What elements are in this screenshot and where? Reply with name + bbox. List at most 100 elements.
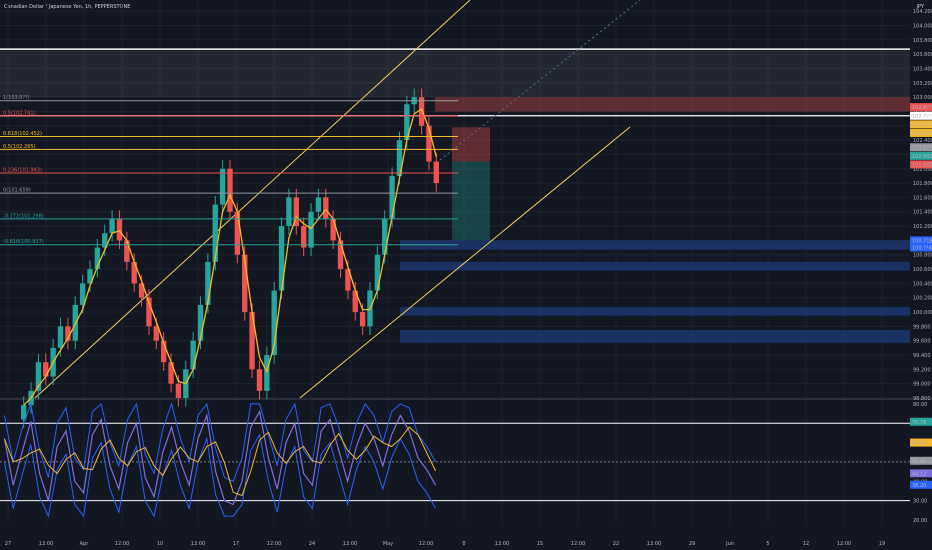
candle-body (168, 362, 174, 384)
candle-body (87, 269, 93, 284)
candle-body (359, 312, 366, 327)
price-badge-label: 102.5?? (912, 122, 932, 128)
fib-levels: 1(103.0??) 0.5(102.741) 0.618(102.452) 0.5(… (0, 95, 458, 246)
range-box (0, 50, 910, 98)
candle-body (352, 290, 358, 313)
candle-body (242, 254, 248, 313)
rsi-line (3, 409, 437, 506)
channel-lower (299, 126, 631, 399)
price-tick-label: 101.200 (913, 224, 932, 230)
candle-body (43, 362, 49, 377)
rsi-badge-label: 70.76 (912, 420, 926, 426)
time-tick-label: May (383, 541, 393, 547)
rsi-tick-label: 30.00 (913, 499, 927, 505)
candle-body (337, 240, 344, 270)
price-tick-label: 103.800 (913, 38, 932, 44)
candle-body (146, 297, 152, 327)
candle-body (418, 97, 425, 126)
rsi-pane (0, 401, 910, 518)
price-tick-label: 101.400 (913, 210, 932, 216)
candle-body (433, 161, 439, 184)
rsi-badge-label: 60.00 (912, 441, 926, 447)
time-tick-label: 12:00 (647, 541, 661, 547)
price-badge-label: 100.??4 (912, 246, 932, 252)
candle-body (330, 218, 336, 241)
time-tick-label: 15 (537, 541, 543, 547)
price-tick-label: 103.200 (913, 81, 932, 87)
price-tick-label: 104.000 (913, 23, 932, 29)
time-tick-label: 29 (689, 541, 695, 547)
candle-body (138, 283, 145, 298)
candle-body (249, 312, 255, 370)
rsi-signal-line (3, 426, 437, 497)
price-badge (910, 120, 932, 129)
price-badge (910, 143, 932, 152)
symbol-title: Canadian Dollar / Japanese Yen, 1h, PEPP… (4, 4, 131, 10)
candle-body (116, 218, 123, 241)
fib-label: 1(103.0??) (3, 95, 30, 101)
time-tick-label: 12:00 (191, 541, 205, 547)
rsi-badge (910, 438, 932, 447)
take-profit-box (452, 161, 490, 241)
time-tick-label: 10 (157, 541, 163, 547)
candle-body (293, 197, 299, 227)
price-tick-label: 99.000 (913, 382, 931, 388)
price-badge-label: 100.718 (912, 238, 932, 244)
price-tick-label: 103.400 (913, 66, 932, 72)
price-tick-label: 103.000 (913, 95, 932, 101)
rsi-badge-label: 50.60 (912, 459, 926, 465)
price-tick-label: 99.200 (913, 367, 931, 373)
price-tick-label: 98.800 (913, 396, 931, 402)
price-badge (910, 103, 932, 112)
candle-body (57, 326, 64, 348)
price-tick-label: 103.600 (913, 52, 932, 58)
rsi-tick-label: 80.00 (913, 402, 927, 408)
rsi-badge-label: 44.12 (912, 471, 926, 477)
candle-body (79, 283, 86, 305)
zones (0, 48, 910, 343)
price-tick-label: 99.800 (913, 324, 931, 330)
candle-body (190, 340, 196, 370)
candle-body (396, 140, 403, 176)
price-badge-label: 102.7?? (912, 114, 932, 120)
candle-body (124, 240, 130, 262)
candle-body (278, 226, 285, 291)
price-tick-label: 99.600 (913, 339, 931, 345)
price-badge (910, 236, 932, 245)
candle-body (374, 254, 381, 291)
candle-body (94, 247, 101, 270)
time-tick-label: 12:00 (495, 541, 509, 547)
price-badge-label: 102.8?? (912, 105, 932, 111)
fib-label: 0.5(102.265) (3, 144, 36, 150)
price-badge (910, 111, 932, 120)
price-badge (910, 128, 932, 137)
rsi-lower-band (3, 433, 437, 518)
fib-label: 0(101.659) (3, 188, 31, 194)
time-tick-label: 12 (803, 541, 809, 547)
rsi-badge (910, 480, 932, 489)
candle-body (161, 340, 167, 363)
candle-body (426, 125, 432, 162)
channel-upper (34, 0, 471, 399)
candle-body (21, 405, 27, 420)
price-badge (910, 160, 932, 169)
moving-average (23, 108, 437, 406)
price-tick-label: 101.600 (913, 195, 932, 201)
candle-body (271, 290, 277, 356)
currency-label: JPY (916, 4, 924, 10)
price-tick-label: 99.400 (913, 353, 931, 359)
candle-body (109, 218, 115, 234)
time-tick-label: 5 (766, 541, 769, 547)
candle-body (35, 362, 42, 391)
price-tick-label: 100.200 (913, 296, 932, 302)
time-tick-label: Jun (725, 541, 734, 547)
price-tick-label: 101.800 (913, 181, 932, 187)
candle-body (256, 369, 263, 391)
rsi-badge (910, 456, 932, 465)
time-tick-label: 12:00 (39, 541, 53, 547)
time-tick-label: 8 (462, 541, 465, 547)
candle-body (212, 204, 218, 262)
price-badge-label: 102.1?? (912, 145, 932, 151)
axes: 104.200 104.000 103.800 103.600 103.400 103.2… (5, 9, 932, 547)
